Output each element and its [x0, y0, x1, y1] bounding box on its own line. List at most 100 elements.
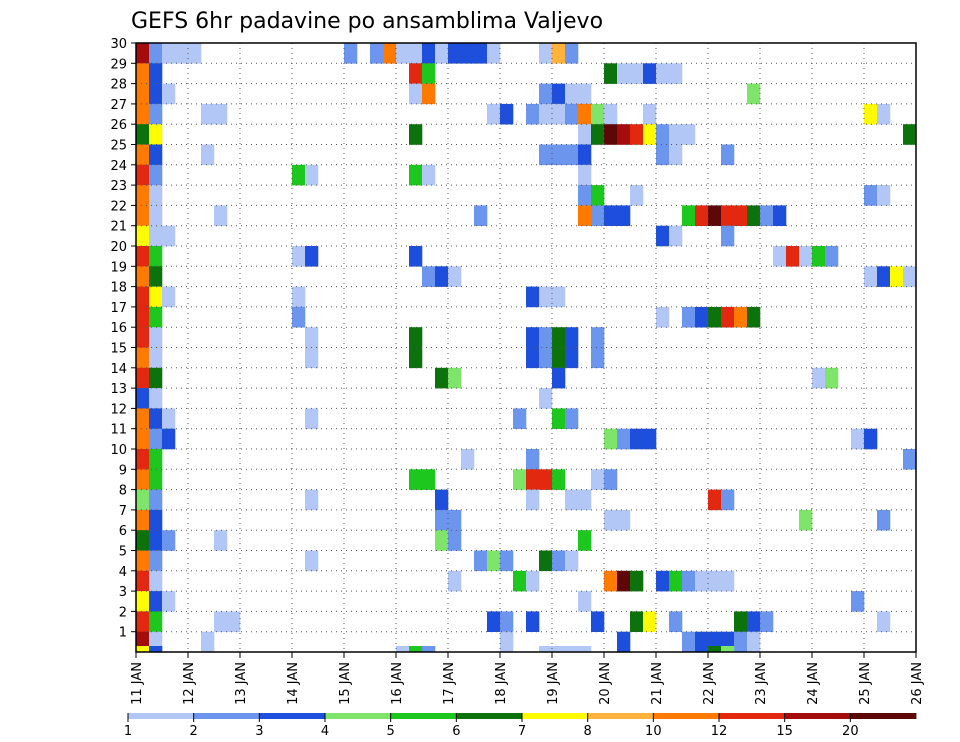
heatmap-cell [149, 103, 163, 125]
heatmap-cell [344, 43, 358, 64]
heatmap-cell [149, 164, 163, 186]
heatmap-cell [162, 286, 176, 308]
heatmap-cell [760, 205, 774, 226]
heatmap-cell [305, 164, 319, 186]
heatmap-cell [149, 185, 163, 206]
heatmap-cell [591, 205, 605, 226]
heatmap-cell [617, 124, 631, 145]
heatmap-cell [552, 103, 566, 125]
heatmap-cell [903, 449, 917, 470]
y-axis: 1234567891011121314151617181920212223242… [110, 37, 136, 641]
heatmap-cell [149, 286, 163, 308]
heatmap-cell [149, 646, 163, 653]
heatmap-cell [656, 225, 670, 247]
heatmap-cell [565, 103, 579, 125]
y-tick-label: 22 [110, 199, 127, 214]
heatmap-cells [136, 43, 917, 653]
heatmap-cell [149, 144, 163, 166]
heatmap-cell [695, 306, 709, 328]
heatmap-cell [461, 43, 475, 64]
heatmap-cell [695, 205, 709, 226]
heatmap-cell [747, 83, 761, 105]
heatmap-cell [604, 509, 618, 531]
heatmap-cell [682, 124, 696, 145]
heatmap-cell [617, 428, 631, 450]
heatmap-cell [214, 530, 228, 551]
heatmap-cell [565, 144, 579, 166]
heatmap-cell [149, 449, 163, 470]
heatmap-cell [136, 63, 150, 84]
colorbar-swatch [325, 713, 392, 719]
heatmap-cell [565, 327, 579, 348]
heatmap-cell [214, 103, 228, 125]
heatmap-cell [149, 489, 163, 511]
heatmap-cell [474, 550, 488, 572]
heatmap-cell [643, 611, 657, 632]
heatmap-cell [669, 570, 683, 592]
heatmap-cell [474, 205, 488, 226]
y-tick-label: 30 [110, 37, 127, 52]
y-tick-label: 8 [119, 484, 127, 499]
heatmap-cell [578, 164, 592, 186]
heatmap-cell [734, 306, 748, 328]
heatmap-cell [539, 550, 553, 572]
heatmap-cell [721, 570, 735, 592]
y-tick-label: 24 [110, 159, 127, 174]
heatmap-cell [708, 570, 722, 592]
heatmap-cell [773, 246, 787, 267]
heatmap-cell [721, 489, 735, 511]
heatmap-cell [149, 530, 163, 551]
heatmap-cell [149, 367, 163, 389]
heatmap-cell [409, 327, 423, 348]
heatmap-cell [305, 347, 319, 369]
x-tick-label: 25 JAN [858, 662, 873, 705]
heatmap-cell [136, 43, 150, 64]
x-tick-label: 11 JAN [130, 662, 145, 705]
heatmap-cell [136, 144, 150, 166]
heatmap-cell [435, 43, 449, 64]
heatmap-cell [149, 205, 163, 226]
colorbar-swatch [587, 713, 654, 719]
heatmap-cell [682, 306, 696, 328]
y-tick-label: 25 [110, 139, 127, 154]
heatmap-cell [136, 428, 150, 450]
y-tick-label: 4 [119, 565, 127, 580]
heatmap-cell [526, 570, 540, 592]
heatmap-cell [877, 611, 891, 632]
x-tick-label: 13 JAN [234, 662, 249, 705]
x-tick-label: 19 JAN [546, 662, 561, 705]
heatmap-cell [552, 347, 566, 369]
heatmap-cell [149, 306, 163, 328]
heatmap-cell [591, 124, 605, 145]
heatmap-cell [526, 327, 540, 348]
heatmap-cell [565, 347, 579, 369]
heatmap-cell [422, 266, 436, 287]
x-tick-label: 20 JAN [598, 662, 613, 705]
heatmap-cell [435, 367, 449, 389]
heatmap-cell [448, 266, 462, 287]
heatmap-cell [149, 570, 163, 592]
y-tick-label: 23 [110, 179, 127, 194]
heatmap-cell [578, 591, 592, 612]
heatmap-cell [136, 266, 150, 287]
heatmap-cell [461, 449, 475, 470]
heatmap-cell [487, 550, 501, 572]
y-tick-label: 13 [110, 382, 127, 397]
heatmap-cell [656, 124, 670, 145]
heatmap-cell [422, 83, 436, 105]
heatmap-cell [682, 205, 696, 226]
heatmap-cell [305, 489, 319, 511]
heatmap-cell [149, 509, 163, 531]
colorbar-swatch [259, 713, 326, 719]
colorbar-label: 1 [124, 724, 132, 739]
heatmap-cell [149, 63, 163, 84]
heatmap-cell [864, 185, 878, 206]
heatmap-cell [136, 646, 150, 653]
heatmap-cell [539, 144, 553, 166]
y-tick-label: 3 [119, 585, 127, 600]
heatmap-cell [149, 347, 163, 369]
heatmap-cell [851, 591, 865, 612]
heatmap-cell [903, 124, 917, 145]
heatmap-cell [149, 408, 163, 429]
heatmap-cell [539, 286, 553, 308]
